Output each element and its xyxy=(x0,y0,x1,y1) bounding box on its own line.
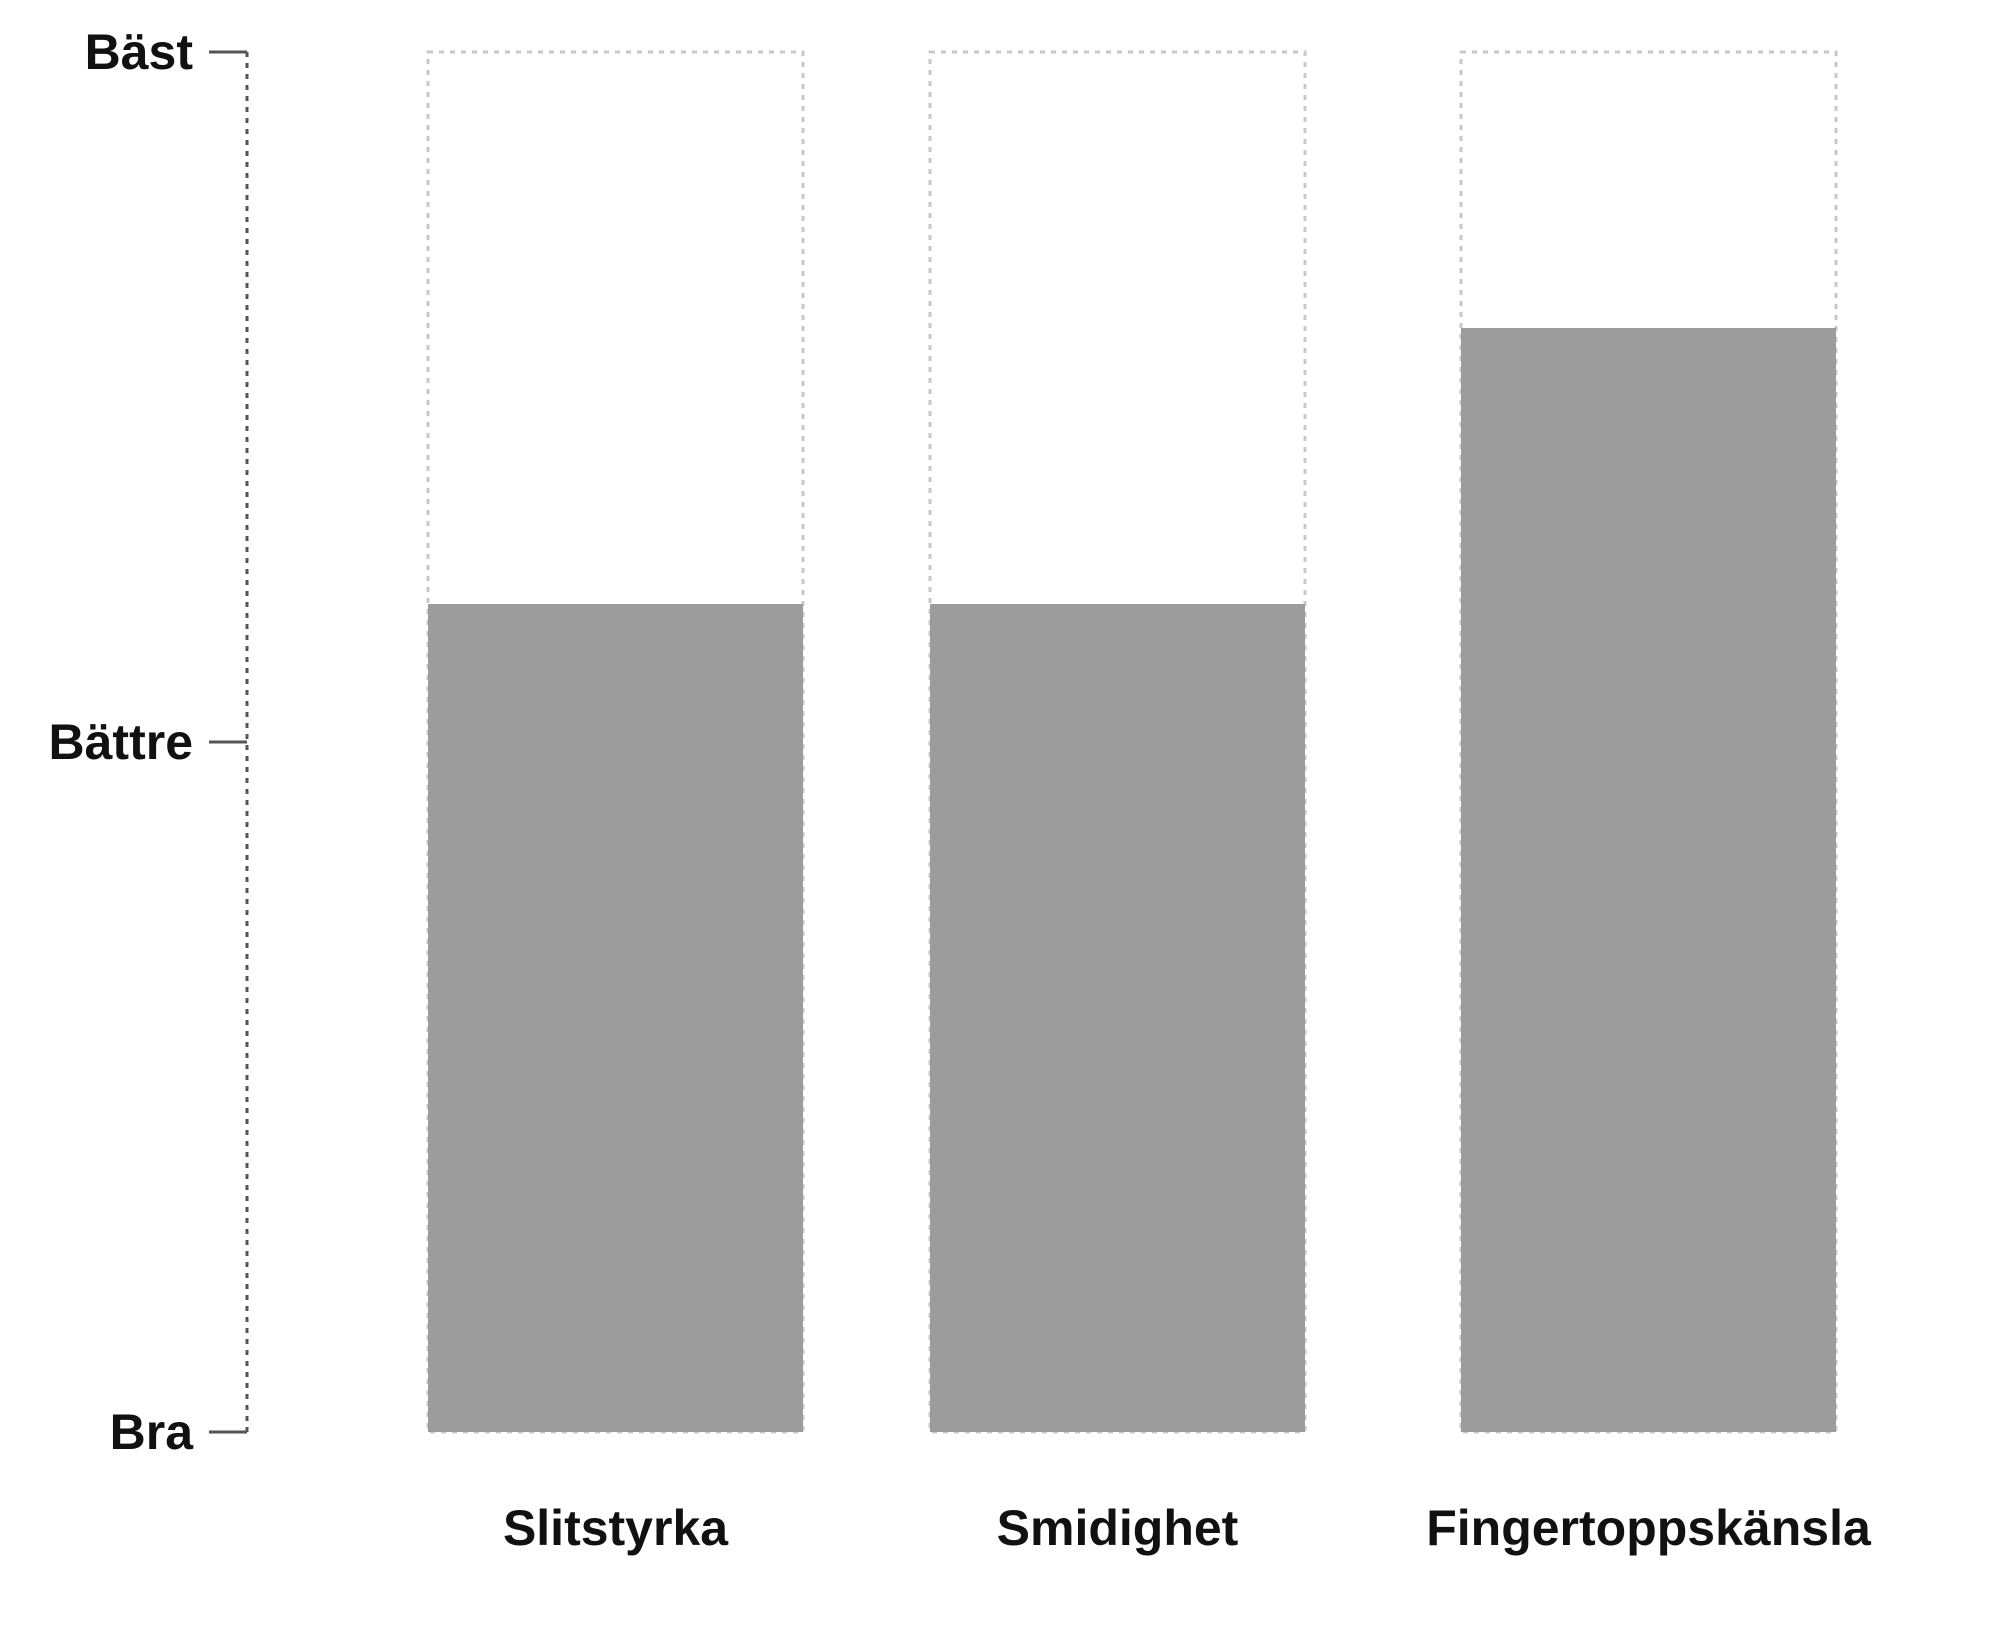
bar xyxy=(1461,328,1836,1432)
bar xyxy=(428,604,803,1432)
x-category-label: Slitstyrka xyxy=(503,1500,729,1556)
bars xyxy=(426,50,1838,1434)
x-category-label: Smidighet xyxy=(997,1500,1239,1556)
y-tick-label: Bra xyxy=(110,1404,195,1460)
y-tick-label: Bättre xyxy=(49,714,193,770)
y-tick-label: Bäst xyxy=(85,24,194,80)
x-category-label: Fingertoppskänsla xyxy=(1426,1500,1872,1556)
category-labels: Slitstyrka Smidighet Fingertoppskänsla xyxy=(503,1500,1872,1556)
bar xyxy=(930,604,1305,1432)
y-axis: Bra Bättre Bäst xyxy=(49,24,249,1460)
